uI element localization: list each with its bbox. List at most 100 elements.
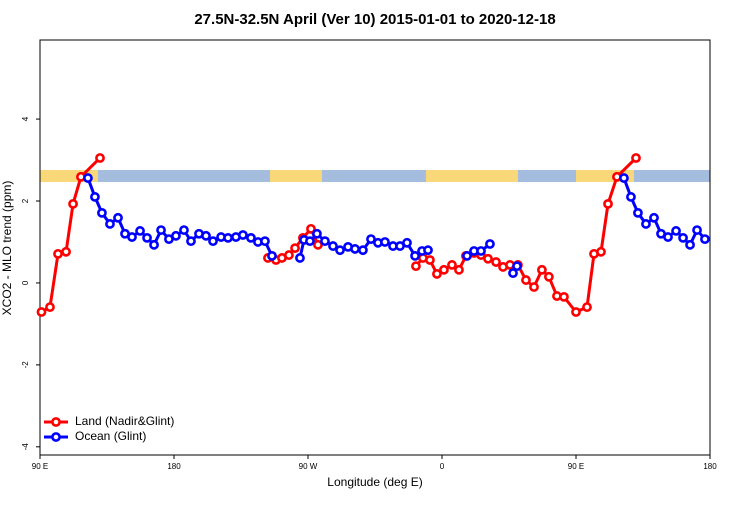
data-point: [559, 291, 569, 302]
data-point: [619, 173, 629, 183]
data-point: [238, 230, 248, 240]
land-ocean-strip: [40, 170, 710, 182]
data-point: [366, 234, 376, 245]
data-point: [113, 212, 123, 223]
data-point: [156, 225, 166, 235]
data-point: [95, 153, 105, 163]
x-tick-label: 0: [440, 462, 445, 471]
y-axis-label: XCO2 - MLO trend (ppm): [0, 181, 14, 316]
data-point: [306, 223, 316, 234]
data-point: [633, 207, 643, 218]
data-point: [358, 245, 368, 256]
data-point: [290, 243, 300, 254]
data-point: [671, 226, 681, 236]
data-point: [521, 275, 531, 285]
data-point: [223, 232, 233, 243]
data-point: [641, 219, 651, 229]
data-point: [476, 246, 486, 256]
data-point: [295, 253, 305, 263]
data-point: [260, 236, 270, 247]
data-point: [603, 198, 613, 209]
data-point: [596, 246, 606, 257]
data-point: [45, 302, 55, 313]
data-point: [692, 225, 702, 235]
data-point: [83, 173, 93, 183]
x-axis-label: Longitude (deg E): [327, 475, 422, 489]
y-tick-label: -2: [21, 361, 30, 369]
data-point: [246, 232, 256, 243]
data-point: [402, 237, 412, 248]
plot-frame: [39, 39, 711, 456]
x-tick-label: 90 E: [32, 462, 48, 471]
data-point: [571, 307, 581, 317]
data-point: [508, 268, 518, 279]
x-tick-label: 180: [703, 462, 717, 471]
legend-marker: [51, 432, 61, 442]
y-tick-label: 2: [21, 198, 30, 203]
data-point: [410, 250, 420, 261]
legend-label: Ocean (Glint): [75, 429, 146, 443]
y-tick-label: 0: [21, 280, 30, 285]
data-point: [90, 192, 100, 202]
data-point: [411, 261, 421, 272]
data-point: [483, 253, 493, 264]
data-point: [631, 153, 641, 163]
data-point: [149, 239, 159, 250]
data-point: [284, 250, 294, 260]
data-point: [171, 230, 181, 241]
data-point: [582, 302, 592, 313]
data-point: [267, 250, 277, 261]
ocean-band: [40, 170, 710, 182]
data-point: [97, 207, 107, 218]
data-point: [529, 282, 539, 292]
data-point: [485, 239, 495, 249]
data-point: [439, 264, 449, 275]
data-point: [135, 226, 145, 236]
data-point: [335, 245, 345, 256]
data-point: [350, 244, 360, 254]
data-point: [447, 260, 457, 270]
data-point: [142, 232, 152, 243]
data-point: [53, 248, 63, 259]
data-point: [201, 230, 211, 241]
data-point: [462, 250, 472, 261]
y-tick-label: -4: [21, 443, 30, 451]
land-band: [270, 170, 322, 182]
data-point: [423, 245, 433, 256]
data-point: [305, 236, 315, 247]
data-point: [208, 236, 218, 247]
data-point: [61, 246, 71, 257]
data-point: [380, 237, 390, 247]
data-point: [186, 236, 196, 247]
legend-marker: [51, 417, 61, 427]
data-point: [328, 241, 338, 251]
data-point: [626, 192, 636, 202]
data-point: [700, 234, 710, 245]
data-point: [425, 255, 435, 265]
data-point: [105, 219, 115, 229]
data-point: [491, 257, 501, 267]
data-point: [678, 232, 688, 243]
chart-title: 27.5N-32.5N April (Ver 10) 2015-01-01 to…: [194, 11, 555, 28]
land-band: [426, 170, 518, 182]
y-tick-label: 4: [21, 116, 30, 121]
data-point: [127, 232, 137, 242]
data-point: [432, 269, 442, 279]
data-point: [544, 271, 554, 282]
x-tick-label: 90 W: [299, 462, 318, 471]
data-point: [685, 239, 695, 250]
data-point: [68, 198, 78, 209]
x-tick-label: 180: [167, 462, 181, 471]
data-point: [313, 239, 323, 250]
data-point: [312, 228, 322, 239]
data-point: [649, 212, 659, 223]
data-point: [663, 232, 673, 242]
data-point: [537, 264, 547, 275]
data-point: [179, 225, 189, 235]
data-point: [36, 307, 47, 317]
x-tick-label: 90 E: [568, 462, 584, 471]
data-point: [512, 261, 522, 272]
data-point: [454, 264, 464, 275]
data-point: [320, 236, 330, 247]
